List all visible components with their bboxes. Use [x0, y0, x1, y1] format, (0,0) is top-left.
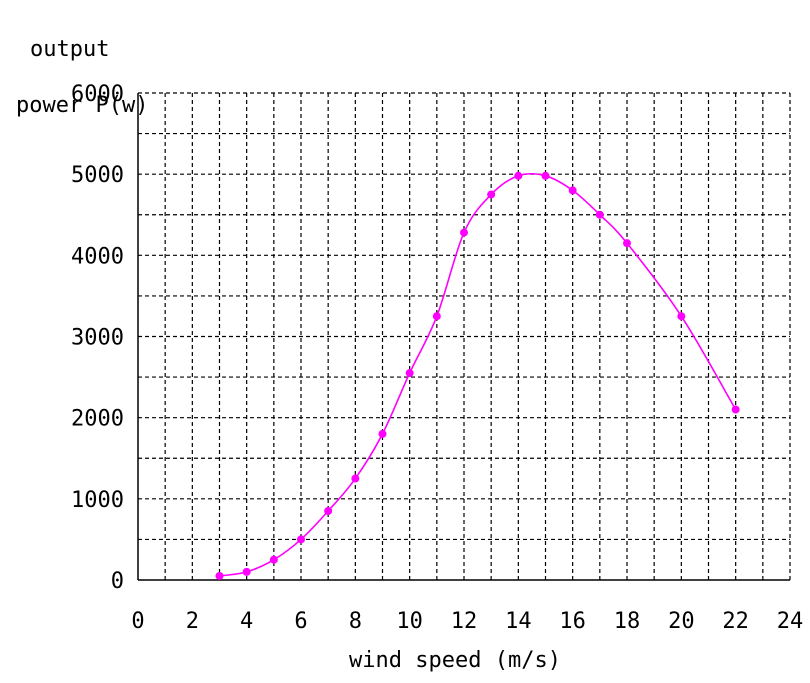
x-tick-label: 24 [777, 609, 804, 634]
y-tick-label: 6000 [71, 82, 124, 107]
y-tick-label: 4000 [71, 244, 124, 269]
x-tick-label: 22 [722, 609, 749, 634]
y-axis-label-line1: output [30, 37, 110, 62]
data-point [405, 369, 414, 378]
data-point [378, 429, 387, 438]
data-point [242, 567, 251, 576]
x-tick-label: 16 [559, 609, 586, 634]
data-point [568, 186, 577, 195]
x-tick-label: 10 [396, 609, 423, 634]
x-tick-label: 0 [131, 609, 144, 634]
data-point [460, 228, 468, 237]
y-tick-label: 5000 [71, 163, 124, 188]
data-point [595, 210, 604, 219]
x-tick-label: 12 [451, 609, 478, 634]
data-point [541, 171, 550, 180]
data-point [269, 555, 278, 564]
data-point [432, 312, 441, 321]
data-point [351, 474, 360, 483]
data-point [623, 239, 631, 248]
x-tick-label: 20 [668, 609, 695, 634]
data-point [731, 405, 740, 414]
data-point [215, 571, 224, 580]
x-tick-label: 8 [349, 609, 362, 634]
x-tick-label: 18 [614, 609, 641, 634]
data-point [514, 171, 523, 180]
y-tick-label: 2000 [71, 407, 124, 432]
y-tick-label: 0 [111, 569, 124, 594]
data-point [677, 312, 686, 321]
data-point [487, 190, 496, 199]
y-tick-label: 1000 [71, 488, 124, 513]
data-point [297, 535, 305, 544]
x-tick-label: 4 [240, 609, 253, 634]
series-line [219, 172, 737, 577]
x-tick-label: 14 [505, 609, 532, 634]
y-tick-label: 3000 [71, 326, 124, 351]
x-axis-label: wind speed (m/s) [349, 648, 561, 673]
data-point [324, 507, 333, 516]
y-axis-label: output power P(w) [16, 8, 148, 148]
x-tick-label: 2 [186, 609, 199, 634]
y-axis-label-line2: power P(w) [16, 93, 149, 118]
x-tick-label: 6 [294, 609, 307, 634]
